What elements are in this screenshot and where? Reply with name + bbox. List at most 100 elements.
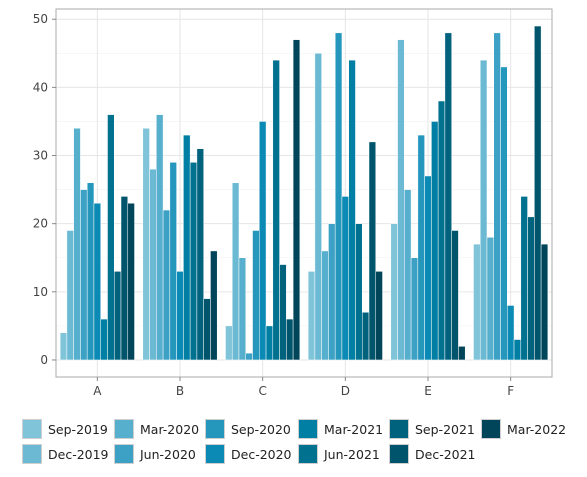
bar bbox=[156, 114, 164, 361]
bar bbox=[176, 271, 184, 361]
legend-item: Sep-2020 bbox=[205, 418, 291, 440]
bar bbox=[66, 230, 74, 361]
bar bbox=[390, 223, 398, 361]
x-tick-label: A bbox=[93, 384, 102, 398]
bar bbox=[424, 175, 432, 361]
bar bbox=[507, 305, 515, 361]
legend-item: Jun-2021 bbox=[298, 443, 380, 465]
y-tick-label: 30 bbox=[33, 149, 48, 163]
bar bbox=[444, 32, 452, 361]
bar bbox=[520, 196, 528, 361]
legend-item: Mar-2020 bbox=[114, 418, 199, 440]
bar bbox=[286, 318, 294, 361]
legend-item: Mar-2022 bbox=[481, 418, 566, 440]
legend-item: Dec-2019 bbox=[22, 443, 109, 465]
bar bbox=[397, 39, 405, 361]
bar bbox=[86, 182, 95, 361]
legend-swatch bbox=[22, 419, 42, 439]
chart-svg: 0 10 20 30 40 50 A B C D E F bbox=[33, 8, 553, 398]
bar bbox=[479, 59, 488, 361]
bar bbox=[375, 271, 383, 361]
legend-label: Jun-2021 bbox=[324, 446, 380, 462]
bar bbox=[80, 189, 88, 361]
bar bbox=[314, 53, 322, 361]
bar bbox=[203, 298, 211, 361]
bar bbox=[183, 134, 191, 361]
bar bbox=[307, 271, 316, 361]
bar bbox=[431, 121, 439, 361]
bar bbox=[93, 202, 101, 361]
x-tick-label: E bbox=[424, 384, 432, 398]
x-tick-label: F bbox=[507, 384, 514, 398]
legend-label: Sep-2020 bbox=[231, 421, 291, 437]
bar bbox=[107, 114, 115, 361]
bar bbox=[513, 339, 522, 361]
bar bbox=[486, 237, 495, 361]
bar bbox=[210, 250, 218, 361]
legend-label: Mar-2022 bbox=[507, 421, 567, 437]
bar bbox=[120, 196, 129, 361]
legend-swatch bbox=[481, 419, 501, 439]
x-tick-label: C bbox=[258, 384, 266, 398]
bar bbox=[196, 148, 204, 361]
legend-item: Sep-2021 bbox=[389, 418, 475, 440]
bar bbox=[328, 223, 336, 361]
bar bbox=[334, 32, 343, 361]
legend-swatch bbox=[389, 419, 409, 439]
bar bbox=[238, 257, 247, 361]
legend-item: Mar-2021 bbox=[298, 418, 383, 440]
legend-label: Mar-2020 bbox=[140, 421, 200, 437]
y-tick-label: 10 bbox=[33, 285, 48, 299]
bar bbox=[527, 216, 535, 361]
bar bbox=[321, 250, 329, 361]
bar bbox=[355, 223, 363, 361]
bar bbox=[73, 128, 81, 361]
bar bbox=[417, 134, 425, 361]
legend-label: Dec-2021 bbox=[415, 446, 476, 462]
legend-label: Dec-2019 bbox=[48, 446, 109, 462]
bar bbox=[252, 230, 260, 361]
y-tick-label: 0 bbox=[40, 353, 48, 367]
bar bbox=[540, 243, 549, 361]
bar bbox=[127, 202, 135, 361]
bar bbox=[534, 25, 542, 361]
legend-swatch bbox=[114, 419, 134, 439]
bar bbox=[348, 59, 356, 361]
bar bbox=[292, 39, 301, 361]
bar bbox=[404, 189, 412, 361]
bar bbox=[272, 59, 280, 361]
bar bbox=[361, 312, 370, 361]
bar bbox=[59, 332, 68, 361]
legend-swatch bbox=[298, 444, 318, 464]
legend-swatch bbox=[298, 419, 318, 439]
legend-swatch bbox=[205, 419, 225, 439]
legend-swatch bbox=[389, 444, 409, 464]
bar bbox=[473, 243, 481, 361]
legend-swatch bbox=[205, 444, 225, 464]
legend-item: Dec-2021 bbox=[389, 443, 476, 465]
bar bbox=[100, 318, 108, 361]
bar bbox=[162, 209, 171, 361]
y-tick-label: 20 bbox=[33, 217, 48, 231]
legend-label: Dec-2020 bbox=[231, 446, 292, 462]
bar bbox=[368, 141, 377, 361]
plot-frame bbox=[55, 8, 553, 378]
plot-background bbox=[56, 9, 552, 377]
y-tick-label: 40 bbox=[33, 80, 48, 94]
bar bbox=[149, 168, 157, 361]
legend-label: Sep-2021 bbox=[415, 421, 475, 437]
legend-swatch bbox=[114, 444, 134, 464]
bar bbox=[231, 182, 240, 361]
bar bbox=[500, 66, 508, 361]
legend-label: Jun-2020 bbox=[140, 446, 196, 462]
bar bbox=[169, 162, 177, 361]
bar bbox=[189, 162, 198, 361]
bar bbox=[225, 325, 233, 361]
bar bbox=[245, 352, 253, 361]
bar bbox=[259, 121, 267, 361]
legend-item: Sep-2019 bbox=[22, 418, 108, 440]
x-tick-label: B bbox=[176, 384, 184, 398]
bar bbox=[437, 100, 446, 361]
x-tick-label: D bbox=[341, 384, 350, 398]
